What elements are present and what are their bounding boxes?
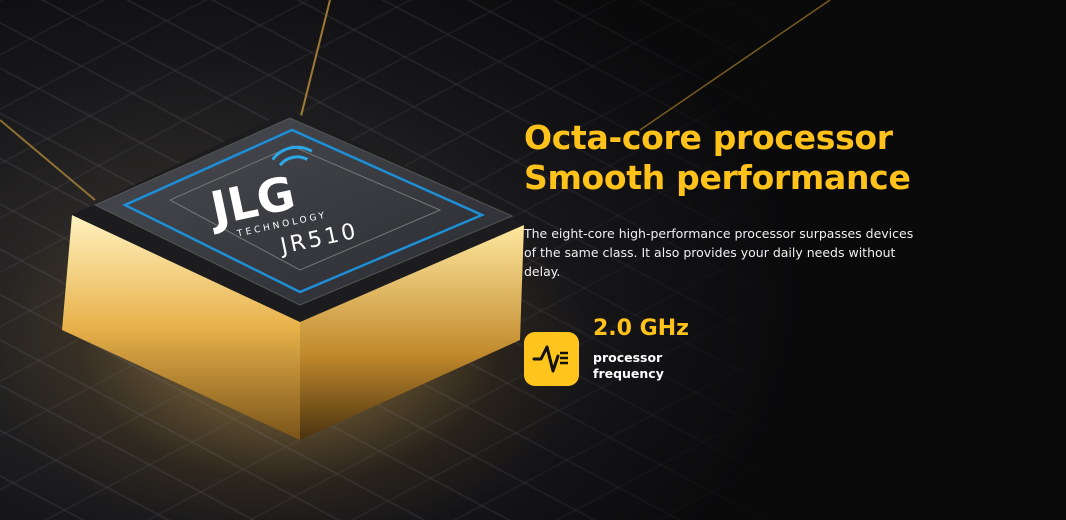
hero-description: The eight-core high-performance processo… [524,226,914,279]
hero-title: Octa-core processor Smooth performance [524,118,944,198]
spec-label-line-2: frequency [593,366,664,381]
title-line-2: Smooth performance [524,158,911,197]
frequency-wave-icon [524,332,579,386]
spec-label-line-1: processor [593,350,663,365]
spec-value: 2.0 GHz [593,316,689,341]
hero-copy: Octa-core processor Smooth performance T… [524,118,944,281]
spec-label: processor frequency [593,350,664,382]
title-line-1: Octa-core processor [524,118,893,157]
